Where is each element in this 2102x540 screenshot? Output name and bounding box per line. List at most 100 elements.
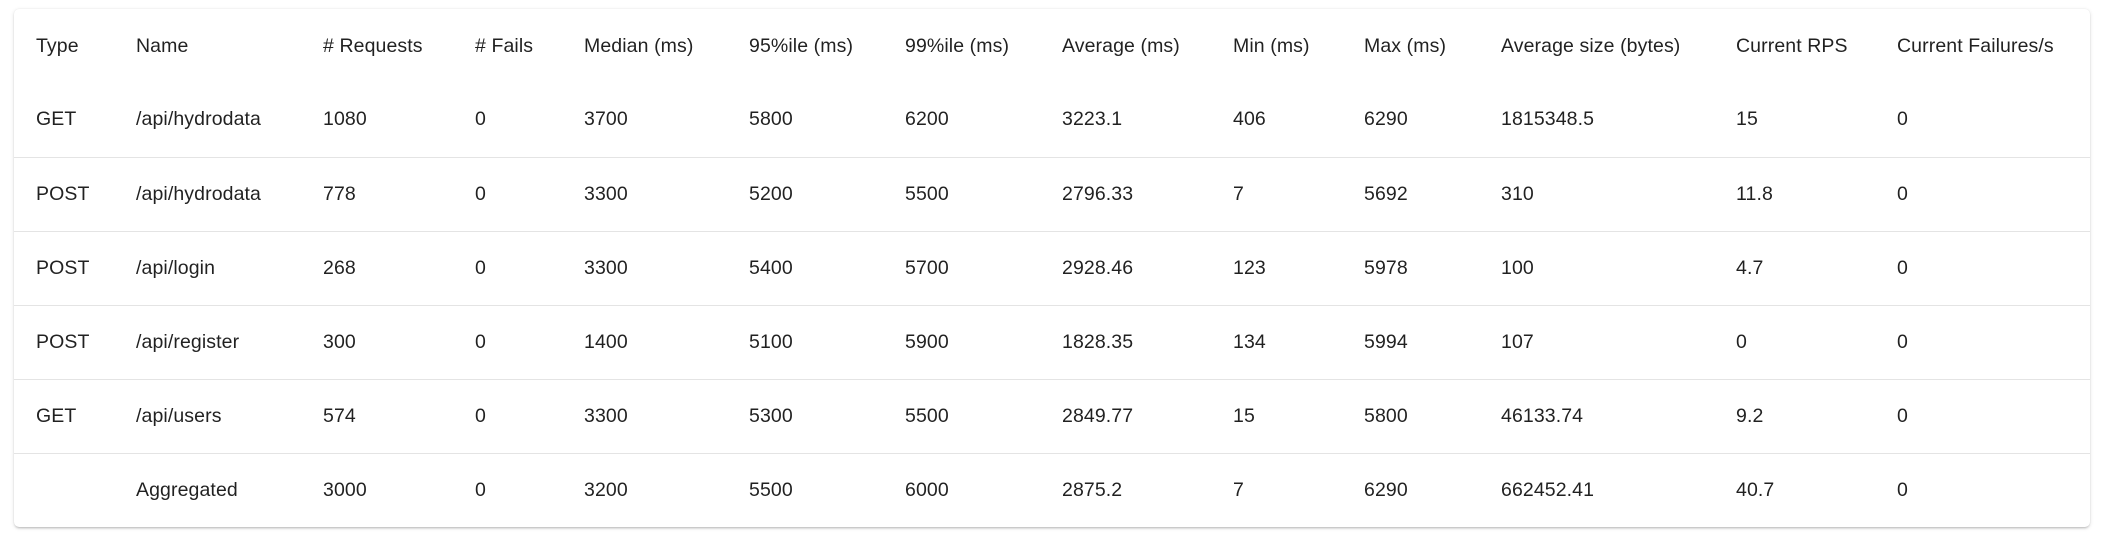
column-header-average[interactable]: Average (ms): [1062, 34, 1180, 57]
column-header-max[interactable]: Max (ms): [1364, 34, 1447, 57]
column-header-min[interactable]: Min (ms): [1233, 34, 1310, 57]
column-header-99th-percentile[interactable]: 99%ile (ms): [905, 34, 1010, 57]
cell-median: 3300: [584, 182, 628, 205]
cell-median: 3700: [584, 108, 628, 131]
cell-current-rps: 4.7: [1736, 256, 1764, 279]
cell-name: /api/users: [136, 404, 222, 427]
cell-type: GET: [36, 108, 77, 131]
cell-average: 3223.1: [1062, 108, 1123, 131]
cell-average-size: 107: [1501, 330, 1534, 353]
cell-99th-percentile: 5900: [905, 330, 949, 353]
cell-average: 1828.35: [1062, 330, 1134, 353]
cell-average: 2875.2: [1062, 478, 1123, 501]
cell-fails: 0: [475, 182, 486, 205]
cell-average: 2796.33: [1062, 182, 1134, 205]
cell-name: /api/hydrodata: [136, 182, 261, 205]
cell-fails: 0: [475, 330, 486, 353]
aggregated-row: Aggregated 3000 0 3200 5500 6000 2875.2 …: [14, 453, 2090, 527]
cell-requests: 1080: [323, 108, 367, 131]
cell-average-size: 100: [1501, 256, 1534, 279]
cell-requests: 778: [323, 182, 356, 205]
cell-max: 6290: [1364, 478, 1408, 501]
cell-99th-percentile: 6200: [905, 108, 949, 131]
cell-average-size: 310: [1501, 182, 1534, 205]
cell-max: 5800: [1364, 404, 1408, 427]
column-header-average-size[interactable]: Average size (bytes): [1501, 34, 1681, 57]
cell-median: 3300: [584, 256, 628, 279]
column-header-requests[interactable]: # Requests: [323, 34, 423, 57]
cell-max: 6290: [1364, 108, 1408, 131]
cell-requests: 574: [323, 404, 356, 427]
cell-median: 1400: [584, 330, 628, 353]
table-row: GET /api/hydrodata 1080 0 3700 5800 6200…: [14, 83, 2090, 157]
column-header-95th-percentile[interactable]: 95%ile (ms): [749, 34, 854, 57]
cell-fails: 0: [475, 256, 486, 279]
cell-99th-percentile: 6000: [905, 478, 949, 501]
cell-current-failures: 0: [1897, 330, 1908, 353]
cell-current-rps: 40.7: [1736, 478, 1775, 501]
cell-99th-percentile: 5700: [905, 256, 949, 279]
column-header-current-rps[interactable]: Current RPS: [1736, 34, 1848, 57]
cell-current-rps: 0: [1736, 330, 1747, 353]
column-header-type[interactable]: Type: [36, 34, 79, 57]
table-row: GET /api/users 574 0 3300 5300 5500 2849…: [14, 379, 2090, 453]
cell-current-rps: 11.8: [1736, 182, 1773, 205]
cell-max: 5692: [1364, 182, 1408, 205]
cell-min: 15: [1233, 404, 1255, 427]
cell-type: POST: [36, 256, 90, 279]
cell-type: POST: [36, 182, 90, 205]
cell-average-size: 662452.41: [1501, 478, 1595, 501]
cell-99th-percentile: 5500: [905, 182, 949, 205]
cell-95th-percentile: 5400: [749, 256, 793, 279]
cell-95th-percentile: 5200: [749, 182, 793, 205]
cell-average-size: 46133.74: [1501, 404, 1584, 427]
cell-requests: 3000: [323, 478, 367, 501]
table-body: GET /api/hydrodata 1080 0 3700 5800 6200…: [14, 83, 2090, 527]
statistics-card: Type Name # Requests # Fails Median (ms)…: [14, 9, 2090, 527]
cell-current-failures: 0: [1897, 256, 1908, 279]
cell-requests: 268: [323, 256, 356, 279]
cell-type: [14, 453, 114, 527]
cell-min: 406: [1233, 108, 1266, 131]
column-header-name[interactable]: Name: [136, 34, 189, 57]
cell-current-rps: 15: [1736, 108, 1758, 131]
cell-fails: 0: [475, 108, 486, 131]
cell-95th-percentile: 5300: [749, 404, 793, 427]
table-header: Type Name # Requests # Fails Median (ms)…: [14, 9, 2090, 83]
cell-current-failures: 0: [1897, 182, 1908, 205]
column-header-current-failures[interactable]: Current Failures/s: [1897, 34, 2054, 57]
cell-median: 3200: [584, 478, 628, 501]
column-header-median[interactable]: Median (ms): [584, 34, 694, 57]
header-row: Type Name # Requests # Fails Median (ms)…: [14, 9, 2090, 83]
cell-average: 2928.46: [1062, 256, 1134, 279]
cell-average-size: 1815348.5: [1501, 108, 1595, 131]
cell-max: 5978: [1364, 256, 1408, 279]
cell-min: 123: [1233, 256, 1266, 279]
cell-type: GET: [36, 404, 77, 427]
cell-fails: 0: [475, 404, 486, 427]
cell-fails: 0: [475, 478, 486, 501]
table-row: POST /api/register 300 0 1400 5100 5900 …: [14, 305, 2090, 379]
cell-current-failures: 0: [1897, 108, 1908, 131]
cell-name: Aggregated: [136, 478, 238, 501]
cell-min: 7: [1233, 182, 1244, 205]
cell-99th-percentile: 5500: [905, 404, 949, 427]
cell-average: 2849.77: [1062, 404, 1134, 427]
cell-current-rps: 9.2: [1736, 404, 1764, 427]
cell-name: /api/login: [136, 256, 216, 279]
column-header-fails[interactable]: # Fails: [475, 34, 534, 57]
cell-requests: 300: [323, 330, 356, 353]
cell-min: 134: [1233, 330, 1266, 353]
cell-median: 3300: [584, 404, 628, 427]
table-row: POST /api/hydrodata 778 0 3300 5200 5500…: [14, 157, 2090, 231]
cell-type: POST: [36, 330, 90, 353]
cell-95th-percentile: 5500: [749, 478, 793, 501]
cell-95th-percentile: 5100: [749, 330, 793, 353]
table-row: POST /api/login 268 0 3300 5400 5700 292…: [14, 231, 2090, 305]
cell-95th-percentile: 5800: [749, 108, 793, 131]
cell-min: 7: [1233, 478, 1244, 501]
cell-max: 5994: [1364, 330, 1408, 353]
cell-name: /api/hydrodata: [136, 108, 261, 131]
cell-current-failures: 0: [1897, 404, 1908, 427]
